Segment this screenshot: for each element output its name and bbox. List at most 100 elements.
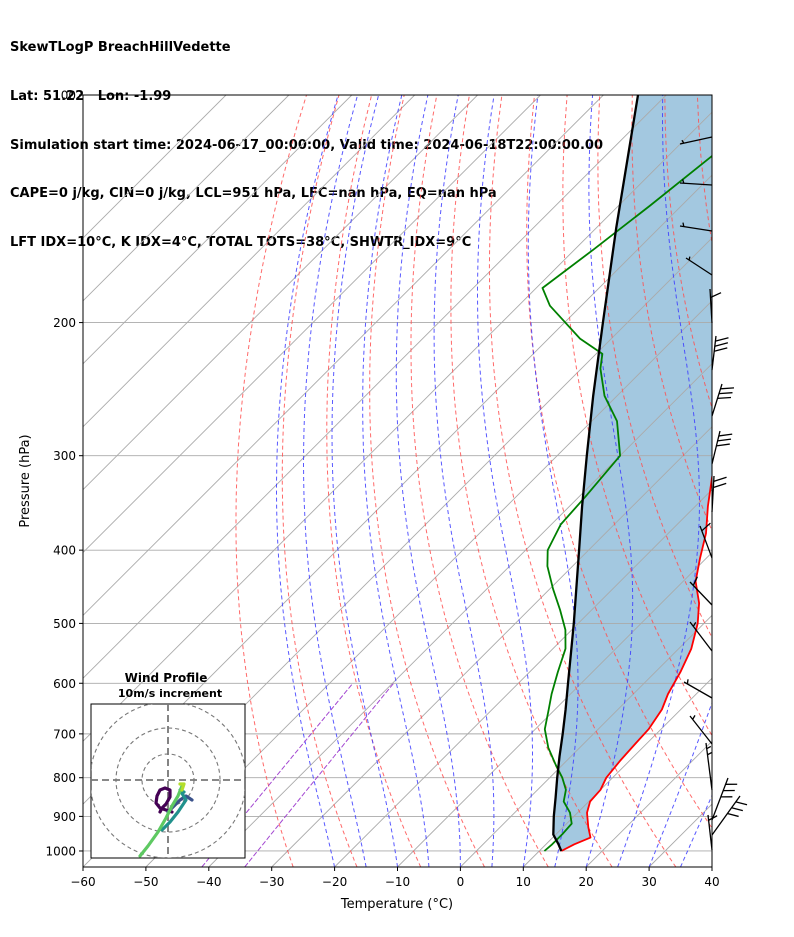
wind-barb-flag [681, 139, 685, 144]
moist-adiabat [276, 95, 339, 867]
dry-adiabat [369, 95, 485, 867]
wind-barb [705, 742, 713, 791]
wind-barb-shaft [679, 136, 713, 145]
wind-barb-shaft [689, 581, 713, 606]
wind-barb-shaft [683, 681, 713, 699]
time-line: Simulation start time: 2024-06-17_00:00:… [10, 137, 603, 153]
dry-adiabat [488, 95, 677, 867]
wind-barb-flag [731, 807, 743, 812]
isotherm-line [83, 95, 541, 554]
wind-barb-flag [682, 222, 685, 227]
isotherm-line [397, 551, 712, 867]
wind-barb-shaft [711, 475, 715, 513]
isotherm-line [83, 95, 478, 491]
dry-adiabat [631, 95, 712, 532]
wind-barb-shaft [685, 257, 713, 276]
x-tick-label: −30 [259, 875, 284, 889]
wind-barb-shaft [699, 525, 713, 559]
wind-barb [711, 475, 727, 513]
wind-barb-flag [710, 292, 722, 299]
axes: −60 −50 −40 −30 −20 −10 0 10 20 30 40 1000 900 800 700… [45, 89, 719, 890]
wind-barb-flag [735, 801, 748, 806]
wind-barb-flag [717, 396, 732, 400]
wind-barb-shaft [705, 742, 713, 791]
wind-barb [689, 715, 713, 745]
isotherm-line [460, 614, 712, 867]
moist-adiabat [303, 95, 367, 867]
y-tick-label: 600 [53, 677, 76, 691]
isotherm-line [83, 95, 227, 239]
wind-barb [707, 814, 718, 851]
wind-barb-flag [727, 812, 739, 818]
wind-barb-flag [717, 438, 732, 442]
isotherm-line [334, 488, 712, 867]
y-tick-label: 800 [53, 771, 76, 785]
dry-adiabat [526, 95, 712, 829]
y-tick-label: 700 [53, 727, 76, 741]
wind-barb-flag [714, 347, 728, 352]
isotherm-line [83, 95, 290, 302]
moist-adiabat [617, 95, 701, 867]
temperature-line [560, 473, 712, 852]
wind-barb-flag [713, 476, 727, 483]
wind-barb [711, 430, 733, 465]
hodograph-plot [91, 704, 245, 858]
moist-adiabat [477, 95, 533, 867]
y-tick-label: 200 [53, 316, 76, 330]
location-line: Lat: 51.22 Lon: -1.99 [10, 89, 172, 105]
wind-barb [685, 256, 713, 276]
x-tick-label: −60 [70, 875, 95, 889]
moist-adiabat [680, 794, 712, 867]
wind-barb-shaft [711, 777, 729, 821]
dry-adiabat [730, 95, 794, 867]
wind-barb-shaft [711, 795, 741, 836]
isotherm-line [522, 677, 712, 867]
moist-adiabat [395, 95, 461, 867]
wind-barb-shaft [711, 383, 723, 417]
x-tick-label: −50 [133, 875, 158, 889]
cape-cin-shading [553, 95, 712, 851]
wind-barb [711, 777, 738, 821]
wind-barb-flag [718, 433, 733, 437]
x-tick-label: −40 [196, 875, 221, 889]
hodograph-trace [178, 782, 186, 792]
wind-barb-flag [681, 179, 685, 184]
dry-adiabat [326, 95, 422, 867]
x-tick-label: −20 [322, 875, 347, 889]
wind-barb-flag [692, 715, 696, 720]
moist-adiabat [527, 95, 579, 867]
wind-barb-flag [692, 576, 698, 586]
wind-barb-flag [713, 482, 727, 489]
parcel-line [552, 95, 640, 852]
wind-barb-flag [718, 392, 733, 395]
indices-line: LFT IDX=10°C, K IDX=4°C, TOTAL TOTS=38°C… [10, 234, 472, 250]
hodograph: Wind Profile 10m/s increment [90, 671, 246, 859]
y-tick-label: 500 [53, 617, 76, 631]
wind-barb-flag [715, 337, 729, 342]
wind-barb-flag [706, 745, 712, 750]
dry-adiabat [281, 95, 358, 867]
moist-adiabat [711, 865, 712, 867]
x-tick-label: −10 [385, 875, 410, 889]
dry-adiabat [410, 95, 549, 867]
x-tick-label: 0 [457, 875, 465, 889]
y-tick-label: 900 [53, 810, 76, 824]
hodograph-subtitle: 10m/s increment [118, 687, 222, 700]
wind-barb-flag [716, 443, 730, 447]
x-tick-label: 10 [516, 875, 531, 889]
cape-line: CAPE=0 j/kg, CIN=0 j/kg, LCL=951 hPa, LF… [10, 186, 497, 202]
hodograph-trace [138, 784, 184, 858]
isotherm-line [83, 95, 604, 617]
wind-barb-flag [701, 522, 711, 532]
isotherm-line [83, 95, 353, 365]
y-tick-label: 1000 [45, 844, 76, 858]
wind-barb-shaft [711, 430, 721, 465]
wind-barb [679, 136, 713, 145]
wind-barb [689, 621, 713, 652]
x-tick-label: 20 [579, 875, 594, 889]
isotherm-line [83, 95, 667, 679]
dewpoint-line [541, 154, 712, 852]
title-block: SkewTLogP BreachHillVedette Lat: 51.22 L… [10, 8, 603, 267]
wind-barb-shaft [679, 225, 713, 232]
wind-barb-flag [686, 679, 689, 685]
